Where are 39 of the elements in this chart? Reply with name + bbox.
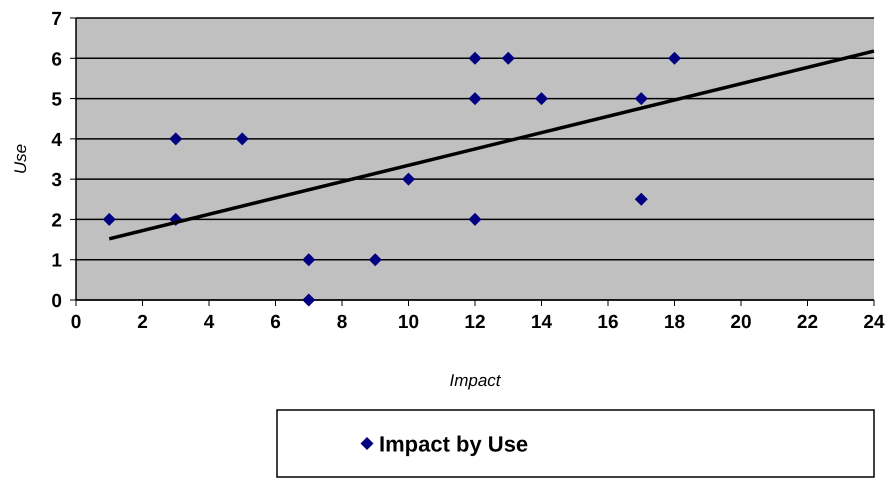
x-tick-label: 22	[796, 312, 818, 333]
x-tick-label: 14	[530, 312, 552, 333]
x-tick-label: 12	[464, 312, 486, 333]
point	[535, 92, 548, 106]
point	[302, 294, 316, 306]
y-tick-label: 0	[51, 291, 62, 312]
x-tick-label: 8	[336, 312, 348, 333]
point	[102, 212, 116, 226]
x-tick-label: 0	[70, 312, 82, 333]
point	[169, 132, 182, 146]
y-tick-label: 2	[51, 210, 62, 232]
legend-label: Impact by Use	[379, 432, 528, 456]
point	[302, 253, 316, 266]
point	[468, 92, 482, 106]
y-tick-label: 3	[51, 170, 62, 192]
x-tick-label: 4	[204, 312, 215, 333]
y-tick-label: 5	[51, 90, 62, 111]
point	[368, 253, 382, 266]
y-axis-title: Use	[11, 144, 30, 174]
x-axis-title: Impact	[449, 371, 502, 390]
point	[634, 92, 648, 106]
point	[468, 212, 482, 226]
y-tick-label: 7	[51, 9, 62, 30]
x-tick-label: 20	[730, 312, 752, 333]
y-tick-label: 4	[51, 130, 62, 151]
x-tick-label: 24	[863, 312, 885, 333]
point	[668, 52, 681, 65]
point	[634, 192, 648, 206]
point	[502, 52, 515, 65]
x-tick-label: 18	[664, 312, 686, 333]
y-tick-label: 6	[51, 49, 62, 70]
x-tick-label: 10	[398, 312, 420, 333]
x-tick-label: 16	[597, 312, 619, 333]
x-tick-label: 6	[270, 312, 281, 333]
x-tick-label: 2	[137, 312, 148, 333]
point	[236, 132, 249, 146]
point	[468, 52, 482, 65]
point	[402, 172, 415, 186]
y-tick-label: 1	[51, 250, 62, 272]
